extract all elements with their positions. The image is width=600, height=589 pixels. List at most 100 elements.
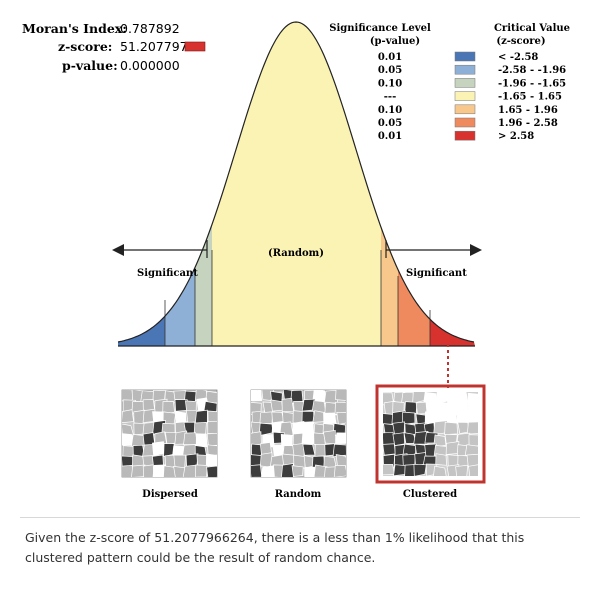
- map-region: [413, 463, 427, 476]
- legend-crit-header: Critical Value: [494, 23, 570, 34]
- map-region: [466, 453, 478, 468]
- map-region: [281, 463, 294, 477]
- legend: Significance Level (p-value) Critical Va…: [329, 23, 570, 142]
- map-region: [453, 392, 469, 404]
- clustered-map: [375, 384, 486, 484]
- legend-pvalue: 0.10: [378, 105, 402, 116]
- zscore-marker: [184, 41, 206, 52]
- map-region: [311, 400, 327, 414]
- pvalue-label: p-value:: [62, 58, 118, 73]
- random-map: [250, 389, 347, 478]
- map-region: [392, 432, 405, 447]
- random-center-label: (Random): [268, 248, 324, 259]
- map-region: [413, 431, 429, 445]
- map-region: [464, 444, 478, 456]
- legend-sig-subheader: (p-value): [370, 36, 420, 47]
- map-region: [206, 432, 217, 446]
- legend-swatch: [454, 51, 476, 62]
- legend-zrange: -2.58 - -1.96: [498, 65, 566, 76]
- random-label: Random: [275, 489, 322, 500]
- map-region: [173, 454, 186, 469]
- map-region: [466, 399, 478, 414]
- map-region: [207, 421, 217, 435]
- map-region: [324, 466, 338, 477]
- map-region: [251, 464, 263, 477]
- map-region: [335, 390, 346, 401]
- band-yellow: [212, 22, 381, 346]
- map-region: [433, 465, 447, 476]
- map-region: [468, 464, 478, 476]
- map-region: [122, 464, 134, 477]
- map-region: [251, 431, 262, 447]
- map-region: [335, 432, 346, 445]
- dispersed-label: Dispersed: [142, 489, 198, 500]
- map-region: [163, 465, 177, 477]
- pvalue-value: 0.000000: [120, 58, 180, 73]
- map-region: [466, 421, 478, 435]
- map-region: [130, 434, 146, 448]
- legend-zrange: 1.96 - 2.58: [498, 118, 558, 129]
- map-region: [194, 409, 208, 425]
- map-region: [195, 464, 208, 477]
- map-region: [322, 429, 336, 445]
- map-region: [401, 411, 416, 425]
- dispersed-map: [121, 389, 218, 478]
- left-significant-label: Significant: [137, 268, 198, 279]
- map-region: [304, 466, 318, 477]
- map-region: [206, 465, 217, 477]
- map-region: [291, 465, 304, 477]
- map-region: [259, 411, 273, 425]
- map-region: [301, 411, 315, 424]
- legend-crit-subheader: (z-score): [496, 36, 545, 47]
- legend-swatch: [454, 91, 476, 101]
- map-region: [464, 409, 478, 425]
- map-region: [323, 412, 337, 425]
- map-region: [122, 409, 134, 424]
- morans-index-value: 0.787892: [120, 21, 180, 36]
- legend-pvalue: 0.05: [378, 65, 402, 76]
- legend-swatch: [454, 78, 476, 88]
- map-region: [207, 444, 217, 457]
- map-region: [444, 421, 458, 435]
- map-region: [280, 433, 293, 447]
- legend-pvalue: 0.05: [378, 118, 402, 129]
- map-region: [302, 443, 316, 456]
- result-caption: Given the z-score of 51.2077966264, ther…: [25, 530, 525, 565]
- map-region: [383, 463, 395, 476]
- legend-swatch: [454, 130, 476, 141]
- map-region: [301, 432, 316, 446]
- legend-zrange: -1.65 - 1.65: [498, 92, 562, 103]
- caption-divider: [20, 517, 580, 518]
- morans-index-label: Moran's Index:: [22, 21, 127, 36]
- map-region: [445, 441, 460, 455]
- legend-swatch: [454, 117, 476, 128]
- legend-sig-header: Significance Level: [329, 23, 431, 34]
- map-region: [142, 464, 155, 477]
- map-region: [173, 465, 186, 477]
- map-region: [455, 464, 469, 476]
- map-region: [152, 441, 165, 457]
- legend-pvalue: 0.01: [378, 52, 402, 63]
- map-region: [404, 401, 418, 414]
- map-region: [336, 411, 346, 425]
- legend-zrange: -1.96 - -1.65: [498, 78, 566, 89]
- zscore-label: z-score:: [58, 39, 112, 54]
- map-region: [195, 433, 208, 448]
- map-region: [334, 401, 346, 415]
- map-region: [207, 410, 217, 423]
- map-region: [261, 465, 276, 477]
- band-grey-green: [195, 22, 212, 346]
- right-arrowhead-icon: [470, 244, 482, 256]
- map-region: [435, 453, 447, 466]
- map-region: [402, 443, 417, 456]
- legend-swatch: [454, 104, 476, 115]
- left-arrowhead-icon: [112, 244, 124, 256]
- legend-pvalue: 0.01: [378, 131, 402, 142]
- map-region: [182, 464, 197, 477]
- map-region: [152, 464, 167, 477]
- map-region: [332, 443, 346, 458]
- map-region: [183, 432, 198, 445]
- legend-zrange: < -2.58: [498, 52, 538, 63]
- map-region: [335, 454, 346, 468]
